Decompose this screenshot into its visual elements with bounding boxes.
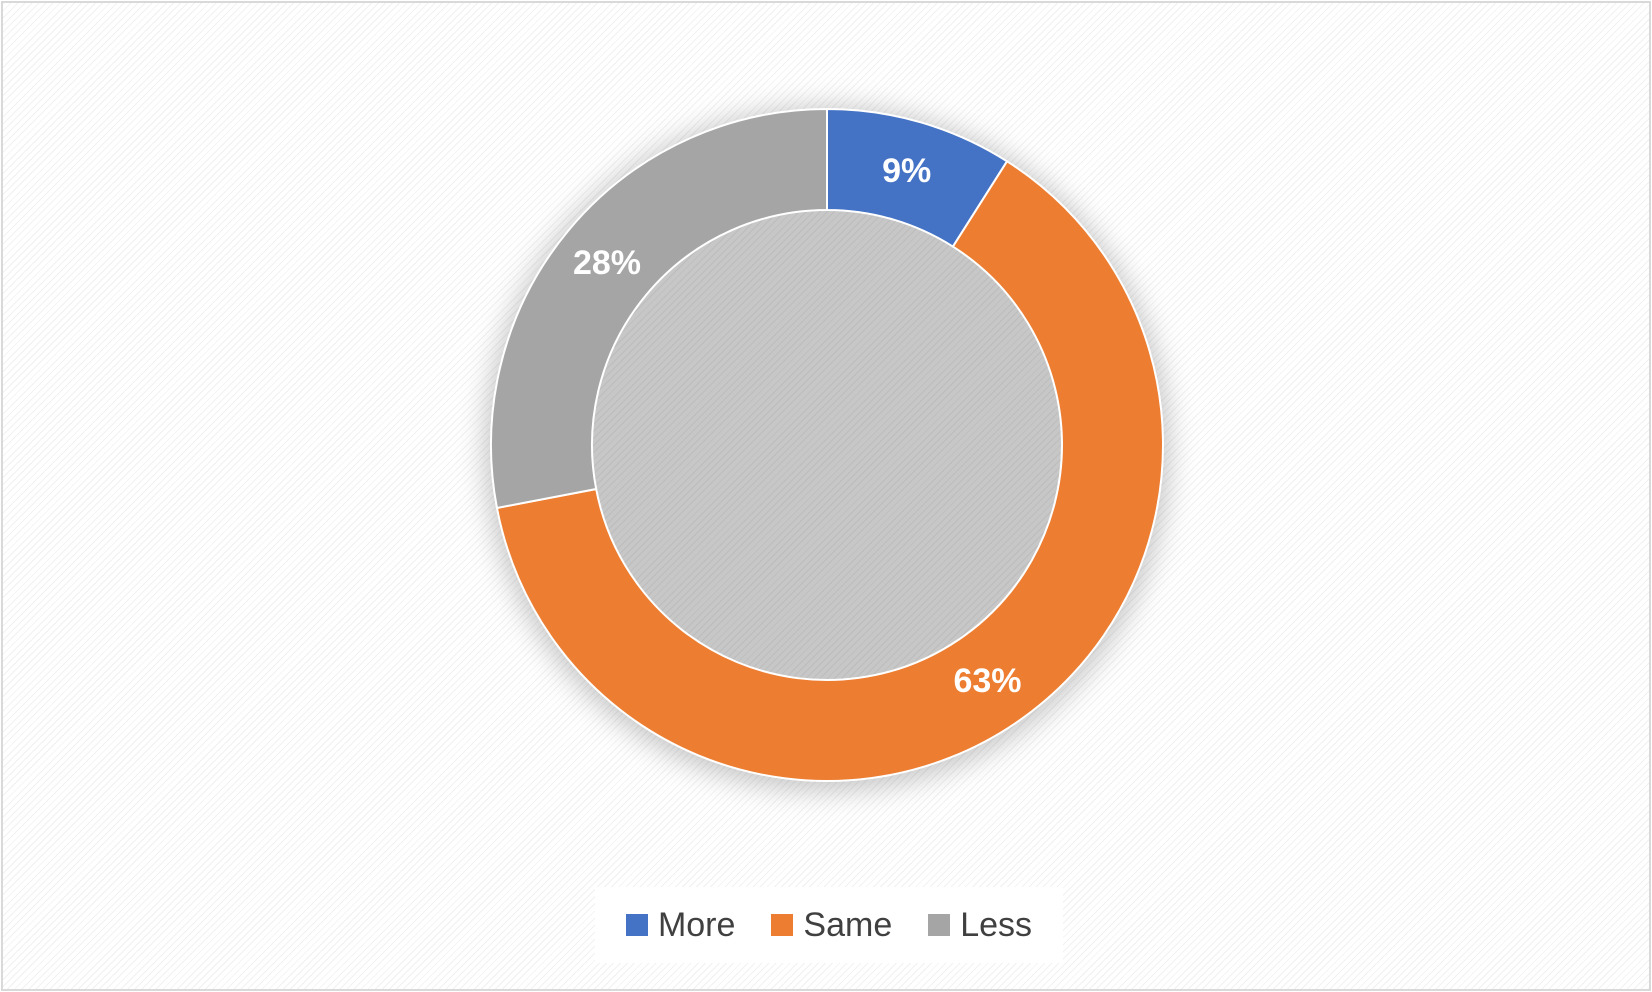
legend-item-same: Same [771, 906, 892, 945]
legend-label-less: Less [960, 905, 1033, 944]
slice-same [495, 159, 1164, 782]
slice-less [490, 107, 828, 510]
data-label-less: 28% [573, 244, 641, 282]
labels-group: 9% 63% 28% [573, 152, 1022, 700]
legend-label-same: Same [803, 905, 893, 944]
slices-group [490, 107, 1164, 782]
legend-swatch-more [625, 914, 648, 936]
legend-item-more: More [625, 905, 736, 945]
legend-swatch-same [771, 914, 794, 936]
legend-swatch-less [928, 914, 951, 936]
data-label-more: 9% [882, 152, 931, 190]
data-label-same: 63% [953, 662, 1021, 700]
donut-chart: 9% 63% 28% [485, 107, 1169, 791]
legend: More Same Less [595, 887, 1063, 963]
legend-label-more: More [657, 905, 736, 944]
legend-item-less: Less [928, 906, 1032, 945]
